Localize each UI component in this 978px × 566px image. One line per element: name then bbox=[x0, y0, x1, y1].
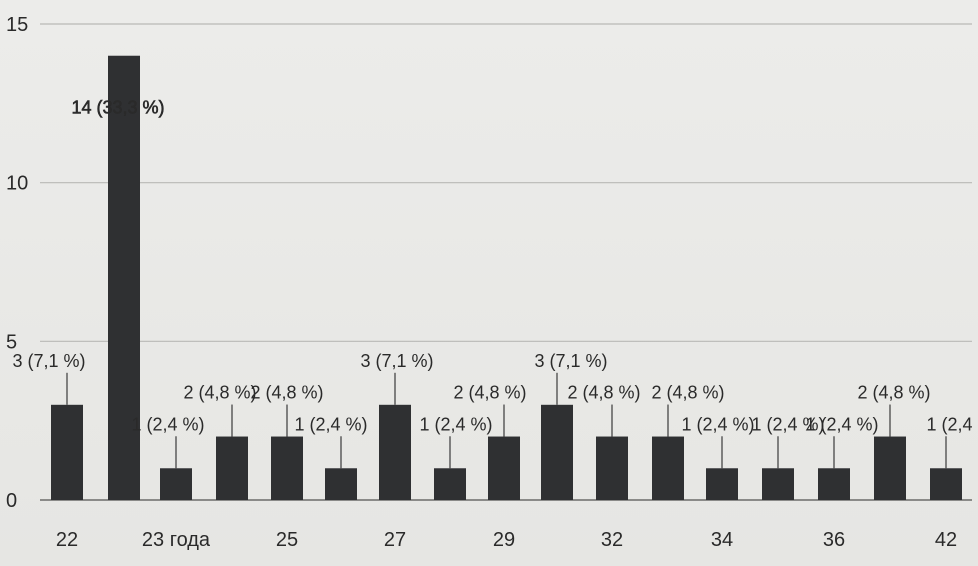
data-label-3: 1 (2,4 %) bbox=[131, 414, 204, 434]
bar-16 bbox=[874, 436, 906, 500]
data-label-1: 3 (7,1 %) bbox=[12, 351, 85, 371]
bar-5 bbox=[271, 436, 303, 500]
x-tick-label-5: 29 bbox=[493, 529, 515, 551]
bar-13 bbox=[706, 468, 738, 500]
x-tick-label-3: 25 bbox=[276, 529, 298, 551]
bar-1 bbox=[51, 404, 83, 500]
bar-17 bbox=[930, 468, 962, 500]
x-tick-label-4: 27 bbox=[384, 529, 406, 551]
data-label-10: 3 (7,1 %) bbox=[534, 351, 607, 371]
data-label-4: 2 (4,8 %) bbox=[183, 383, 256, 403]
data-label-17: 1 (2,4 % bbox=[926, 414, 978, 434]
data-label-13: 1 (2,4 %) bbox=[681, 414, 754, 434]
bar-3 bbox=[160, 468, 192, 500]
y-tick-label-0: 0 bbox=[6, 490, 17, 512]
data-label-2: 14 (33,3 %) bbox=[71, 98, 164, 118]
bar-6 bbox=[325, 468, 357, 500]
y-tick-label-10: 10 bbox=[6, 173, 28, 195]
bar-12 bbox=[652, 436, 684, 500]
bar-10 bbox=[541, 404, 573, 500]
y-tick-label-15: 15 bbox=[6, 14, 28, 36]
bar-9 bbox=[488, 436, 520, 500]
bar-7 bbox=[379, 404, 411, 500]
bar-11 bbox=[596, 436, 628, 500]
data-label-15: 1 (2,4 %) bbox=[805, 414, 878, 434]
data-label-16: 2 (4,8 %) bbox=[857, 383, 930, 403]
x-tick-label-1: 22 bbox=[56, 529, 78, 551]
bar-4 bbox=[216, 436, 248, 500]
data-label-11: 2 (4,8 %) bbox=[567, 383, 640, 403]
data-label-5: 2 (4,8 %) bbox=[250, 383, 323, 403]
x-tick-label-7: 34 bbox=[711, 529, 733, 551]
bar-8 bbox=[434, 468, 466, 500]
bar-2 bbox=[108, 55, 140, 500]
data-label-14: 1 (2,4 %) bbox=[751, 414, 824, 434]
x-tick-label-8: 36 bbox=[823, 529, 845, 551]
data-label-9: 2 (4,8 %) bbox=[453, 383, 526, 403]
bar-14 bbox=[762, 468, 794, 500]
data-label-6: 1 (2,4 %) bbox=[294, 414, 367, 434]
bar-15 bbox=[818, 468, 850, 500]
data-label-8: 1 (2,4 %) bbox=[419, 414, 492, 434]
x-tick-label-6: 32 bbox=[601, 529, 623, 551]
data-label-12: 2 (4,8 %) bbox=[651, 383, 724, 403]
x-tick-label-9: 42 bbox=[935, 529, 957, 551]
x-tick-label-2: 23 года bbox=[142, 529, 211, 551]
data-label-7: 3 (7,1 %) bbox=[360, 351, 433, 371]
y-tick-label-5: 5 bbox=[6, 331, 17, 353]
